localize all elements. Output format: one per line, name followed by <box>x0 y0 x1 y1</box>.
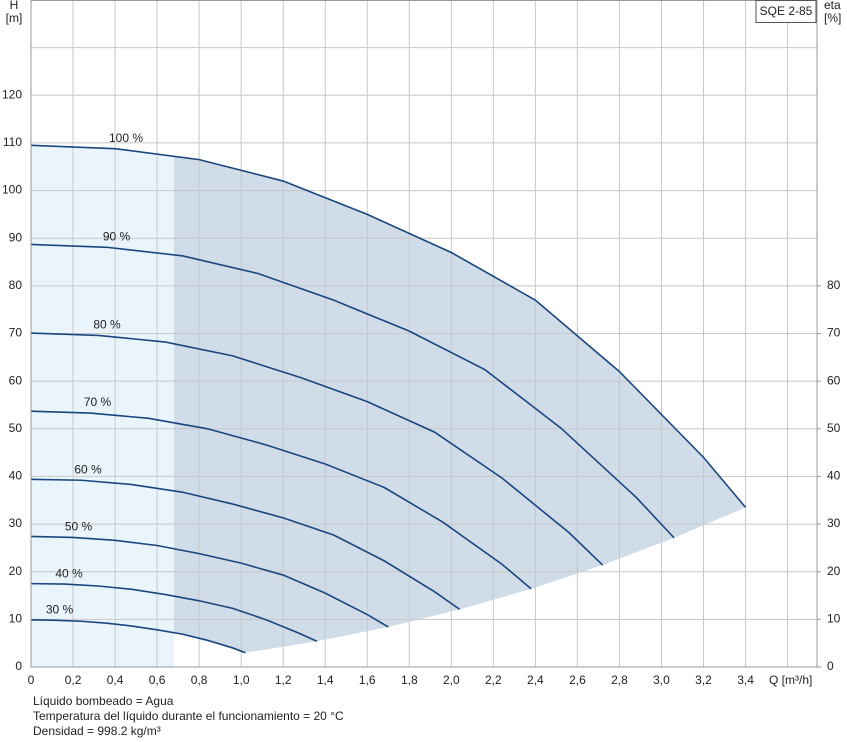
y2-label: [%] <box>824 11 841 25</box>
x-tick-label: 2,8 <box>611 673 628 687</box>
y2-tick-label: 40 <box>827 469 841 483</box>
curve-label: 90 % <box>103 229 131 243</box>
title-box <box>755 0 817 23</box>
x-tick-label: 0,2 <box>65 673 82 687</box>
y-tick-label: 40 <box>9 469 23 483</box>
curve-label: 40 % <box>55 566 83 580</box>
y-tick-label: 90 <box>9 230 23 244</box>
x-tick-label: 2,6 <box>569 673 586 687</box>
y-tick-label: 60 <box>9 373 23 387</box>
y2-tick-label: 0 <box>827 659 834 673</box>
x-tick-label: 2,0 <box>443 673 460 687</box>
y-tick-label: 100 <box>2 183 22 197</box>
x-tick-label: 1,4 <box>317 673 334 687</box>
x-tick-label: 3,0 <box>653 673 670 687</box>
x-tick-label: 1,2 <box>275 673 292 687</box>
x-tick-label: 2,2 <box>485 673 502 687</box>
speed-curve <box>30 144 747 508</box>
y-tick-label: 80 <box>9 278 23 292</box>
y2-tick-label: 50 <box>827 421 841 435</box>
curve-label: 60 % <box>74 462 102 476</box>
y2-label: eta <box>824 0 841 12</box>
x-tick-label: 1,0 <box>233 673 250 687</box>
y-tick-label: 120 <box>2 87 22 101</box>
y2-tick-label: 20 <box>827 564 841 578</box>
y-label: H <box>10 0 19 12</box>
x-tick-label: 0,6 <box>149 673 166 687</box>
y-tick-label: 50 <box>9 421 23 435</box>
y-tick-label: 10 <box>9 612 23 626</box>
y2-tick-label: 70 <box>827 326 841 340</box>
x-tick-label: 2,4 <box>527 673 544 687</box>
y2-tick-label: 80 <box>827 278 841 292</box>
y2-tick-label: 30 <box>827 516 841 530</box>
y-tick-label: 30 <box>9 516 23 530</box>
y2-tick-label: 10 <box>827 612 841 626</box>
speed-curve <box>30 535 389 628</box>
curves: 100 % 90 % 80 % 70 % 60 % 50 % 40 % 30 % <box>30 131 747 654</box>
speed-curve <box>30 243 675 539</box>
y-tick-label: 70 <box>9 326 23 340</box>
y-tick-label: 0 <box>15 659 22 673</box>
speed-curve <box>30 478 461 611</box>
note: Temperatura del líquido durante el funci… <box>33 709 344 723</box>
speed-curve <box>30 410 532 590</box>
y2-tick-label: 60 <box>827 373 841 387</box>
x-tick-label: 0,8 <box>191 673 208 687</box>
speed-curve <box>30 619 246 654</box>
y-tick-label: 110 <box>3 135 22 149</box>
y-tick-label: 20 <box>9 564 23 578</box>
speed-curve <box>30 582 318 643</box>
curve-label: 100 % <box>109 131 143 145</box>
x-tick-label: 0,4 <box>107 673 124 687</box>
x-tick-label: 0 <box>28 673 35 687</box>
y-label: [m] <box>6 11 23 25</box>
x-tick-label: 1,8 <box>401 673 418 687</box>
x-tick-label: 3,2 <box>695 673 712 687</box>
x-tick-label: 1,6 <box>359 673 376 687</box>
chart-title: SQE 2-85 <box>760 4 813 18</box>
speed-curve <box>30 332 604 566</box>
note: Densidad = 998.2 kg/m³ <box>33 724 161 738</box>
x-tick-label: 3,4 <box>737 673 754 687</box>
curve-label: 80 % <box>93 318 121 332</box>
grid <box>30 0 817 668</box>
note: Líquido bombeado = Agua <box>33 694 174 708</box>
curve-label: 30 % <box>46 602 74 616</box>
x-label: Q [m³/h] <box>769 673 812 687</box>
curve-label: 70 % <box>84 395 112 409</box>
curve-label: 50 % <box>65 520 93 534</box>
